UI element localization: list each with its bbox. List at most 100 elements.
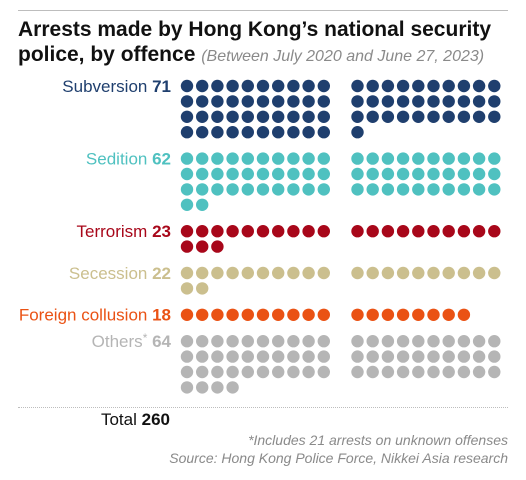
dot-subversion <box>427 79 440 93</box>
dot-others <box>412 350 425 363</box>
dot-others <box>488 365 501 379</box>
dot-others <box>196 335 209 348</box>
dot-sedition <box>457 183 471 196</box>
dot-subversion <box>196 79 209 93</box>
dot-secession <box>488 266 501 280</box>
dot-others <box>472 365 486 379</box>
dot-sedition <box>317 167 330 181</box>
category-name: Sedition <box>86 149 147 168</box>
dot-terrorism <box>412 225 425 238</box>
dot-subversion <box>351 95 364 108</box>
dot-subversion <box>226 95 239 108</box>
dot-secession <box>381 266 395 280</box>
dot-subversion <box>287 95 300 108</box>
dot-sedition <box>180 167 194 181</box>
group-sedition: Sedition 62 <box>86 149 501 211</box>
category-value: 22 <box>147 264 171 283</box>
dot-others <box>211 365 224 379</box>
dot-subversion <box>488 95 501 108</box>
category-label: Secession 22 <box>69 264 171 283</box>
dot-others <box>381 335 395 348</box>
dot-subversion <box>287 126 300 139</box>
dot-others <box>366 335 379 348</box>
dot-others <box>351 365 364 379</box>
dot-secession <box>226 266 239 280</box>
dot-others <box>287 365 300 379</box>
dot-foreign-collusion <box>272 308 285 321</box>
dot-others <box>457 335 471 348</box>
dot-subversion <box>396 110 410 124</box>
dot-subversion <box>412 79 425 93</box>
dot-foreign-collusion <box>302 308 315 321</box>
dot-sedition <box>241 183 254 196</box>
dot-others <box>211 381 224 394</box>
dot-secession <box>180 266 194 280</box>
dot-terrorism <box>351 225 364 238</box>
category-value: 23 <box>147 222 171 241</box>
dot-sedition <box>272 152 285 165</box>
dot-terrorism <box>211 225 224 238</box>
dot-subversion <box>241 79 254 93</box>
dot-others <box>488 350 501 363</box>
category-name: Others <box>92 332 143 351</box>
dot-others <box>180 365 194 379</box>
dot-sedition <box>226 167 239 181</box>
dot-others <box>396 350 410 363</box>
dot-subversion <box>256 79 270 93</box>
dot-subversion <box>317 110 330 124</box>
dot-subversion <box>317 79 330 93</box>
top-rule <box>18 10 508 11</box>
dot-sedition <box>427 152 440 165</box>
dot-secession <box>442 266 455 280</box>
dot-secession <box>396 266 410 280</box>
category-name: Secession <box>69 264 147 283</box>
dot-sedition <box>272 167 285 181</box>
dot-sedition <box>488 183 501 196</box>
dot-others <box>351 335 364 348</box>
dot-foreign-collusion <box>241 308 254 321</box>
dot-subversion <box>302 79 315 93</box>
dot-others <box>427 335 440 348</box>
dot-subversion <box>211 79 224 93</box>
chart-title-period: (Between July 2020 and June 27, 2023) <box>201 48 485 65</box>
dot-others <box>180 350 194 363</box>
dot-foreign-collusion <box>180 308 194 321</box>
dot-terrorism <box>472 225 486 238</box>
dot-subversion <box>211 126 224 139</box>
dot-subversion <box>180 95 194 108</box>
dot-terrorism <box>211 240 224 253</box>
dot-secession <box>241 266 254 280</box>
dot-subversion <box>211 110 224 124</box>
dot-terrorism <box>427 225 440 238</box>
dot-subversion <box>196 126 209 139</box>
dot-subversion <box>256 110 270 124</box>
dot-subversion <box>488 79 501 93</box>
dot-foreign-collusion <box>287 308 300 321</box>
dot-subversion <box>302 95 315 108</box>
category-label: Subversion 71 <box>62 77 171 96</box>
dot-subversion <box>256 126 270 139</box>
dot-others <box>442 350 455 363</box>
dot-subversion <box>412 110 425 124</box>
dot-terrorism <box>457 225 471 238</box>
dot-subversion <box>180 110 194 124</box>
dot-subversion <box>427 110 440 124</box>
dot-secession <box>457 266 471 280</box>
dot-sedition <box>366 183 379 196</box>
dot-others <box>241 365 254 379</box>
dot-subversion <box>180 126 194 139</box>
dot-others <box>196 381 209 394</box>
dot-others <box>317 350 330 363</box>
dot-subversion <box>381 95 395 108</box>
dot-secession <box>366 266 379 280</box>
dot-subversion <box>442 79 455 93</box>
dot-sedition <box>287 183 300 196</box>
dot-sedition <box>196 198 209 211</box>
dot-subversion <box>366 79 379 93</box>
group-foreign-collusion: Foreign collusion 18 <box>19 306 471 325</box>
dot-others <box>457 365 471 379</box>
dot-terrorism <box>488 225 501 238</box>
dot-subversion <box>488 110 501 124</box>
dot-foreign-collusion <box>381 308 395 321</box>
dot-others <box>302 365 315 379</box>
